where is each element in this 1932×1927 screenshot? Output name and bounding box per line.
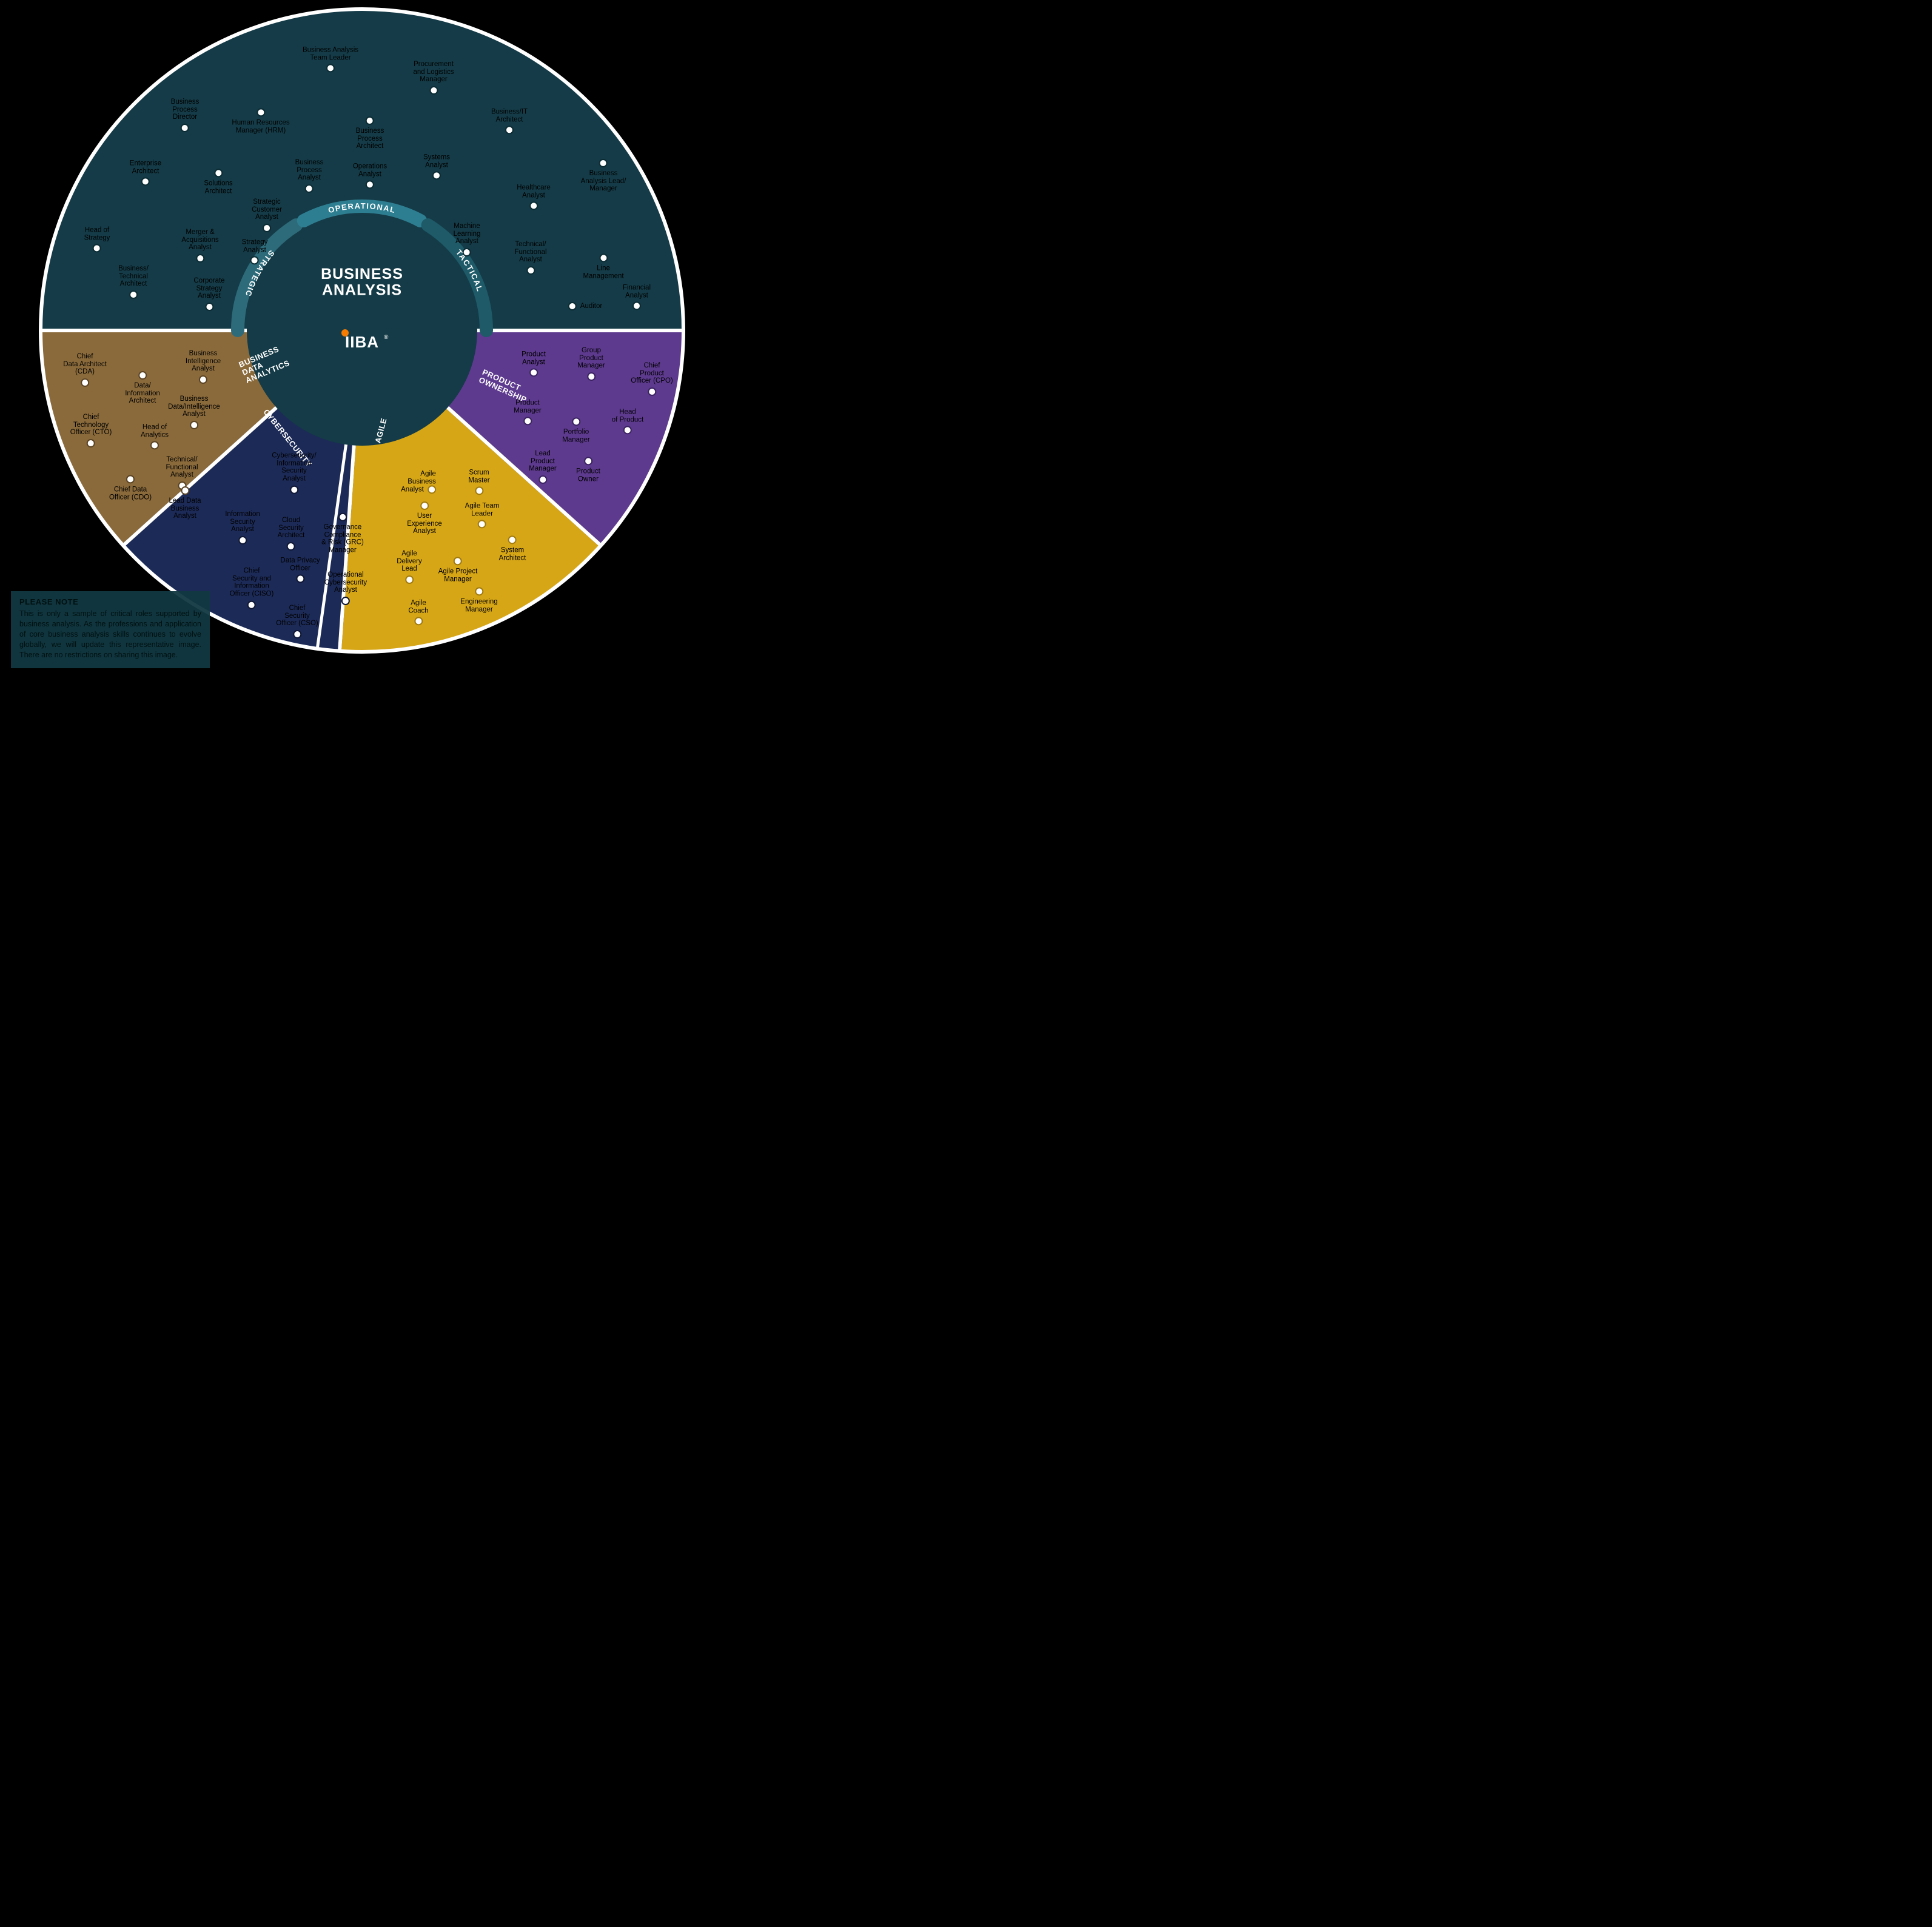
svg-text:®: ® [384,334,389,341]
svg-text:IIBA: IIBA [345,333,379,351]
note-heading: PLEASE NOTE [19,597,201,606]
note-body: This is only a sample of critical roles … [19,609,201,660]
diagram-stage: STRATEGICOPERATIONALTACTICALBUSINESSANAL… [0,0,725,723]
please-note-box: PLEASE NOTE This is only a sample of cri… [11,591,210,668]
svg-text:BUSINESSANALYSIS: BUSINESSANALYSIS [321,266,403,298]
